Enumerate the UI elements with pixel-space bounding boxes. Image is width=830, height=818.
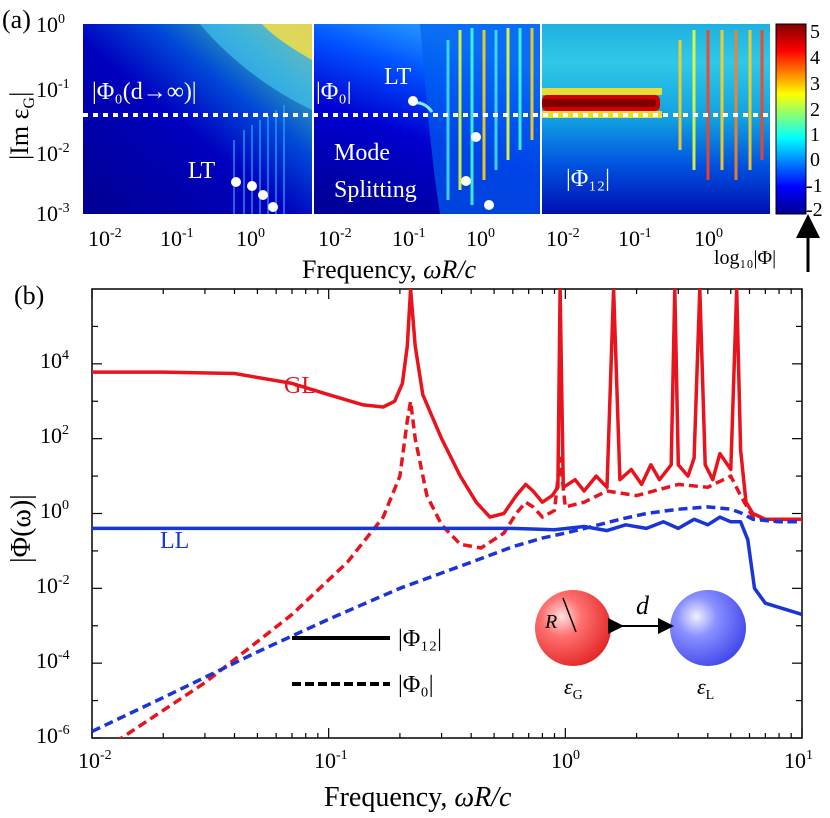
panel-a-ylabel: |Im εG| <box>5 92 38 160</box>
plot-area <box>91 288 803 739</box>
x-tick-label-m1: 10-1 <box>314 748 348 773</box>
sphere-gain <box>535 590 611 666</box>
sphere-loss <box>670 590 746 666</box>
annotation-mode: Mode <box>334 140 390 166</box>
svg-text:100: 100 <box>236 226 265 251</box>
annotation-lt-2: LT <box>384 64 411 90</box>
eps-g-label: εG <box>564 674 583 703</box>
svg-text:10-2: 10-2 <box>318 226 352 251</box>
series-GL_solid <box>92 289 802 522</box>
svg-text:100: 100 <box>466 226 495 251</box>
svg-text:-1: -1 <box>806 175 823 197</box>
x-tick-label-1: 101 <box>784 748 813 773</box>
x-tick-label-0: 100 <box>551 748 580 773</box>
legend-dashed-label: |Φ₀| <box>398 672 434 698</box>
panel-a-label: (a) <box>2 5 31 34</box>
series-group <box>92 289 802 738</box>
y-tick-a-0: 100 <box>36 12 65 37</box>
legend-solid-label: |Φ₁₂| <box>398 626 442 652</box>
panel-a-y-axis: 100 10-1 10-2 10-3 <box>36 12 70 226</box>
inset-spheres: R d εG εL <box>535 590 746 703</box>
y-tick-label-4: 104 <box>40 348 69 373</box>
panel-a-x-axis: 10-2 10-1 100 10-2 10-1 100 10-2 10-1 10… <box>88 226 723 251</box>
heatmap-phi12 <box>542 24 770 214</box>
svg-text:10-1: 10-1 <box>392 226 426 251</box>
y-tick-a-3: 10-3 <box>36 201 70 226</box>
svg-text:10-2: 10-2 <box>546 226 580 251</box>
panel-b-xlabel: Frequency, ωR/c <box>324 782 512 813</box>
panel-b-label: (b) <box>14 281 44 310</box>
curve-label-gl: GL <box>284 373 316 399</box>
radius-line <box>562 597 577 633</box>
heatmap-phi0 <box>314 24 540 214</box>
y-tick-a-1: 10-1 <box>36 77 70 102</box>
subplot-label-phi12: |Φ₁₂| <box>566 166 610 192</box>
y-tick-label-2: 102 <box>40 423 69 448</box>
svg-text:10-1: 10-1 <box>160 226 194 251</box>
svg-text:10-2: 10-2 <box>88 226 122 251</box>
svg-text:2: 2 <box>810 99 820 121</box>
y-tick-label-m6: 10-6 <box>36 723 70 748</box>
x-tick-label-m2: 10-2 <box>78 748 112 773</box>
panel-b-x-tick-labels: 10-2 10-1 100 101 <box>78 748 813 773</box>
series-LL_solid <box>92 515 802 617</box>
distance-label: d <box>636 591 650 620</box>
svg-text:0: 0 <box>810 149 820 171</box>
svg-text:5: 5 <box>810 21 820 43</box>
y-tick-label-m2: 10-2 <box>36 573 70 598</box>
y-tick-label-m4: 10-4 <box>36 648 70 673</box>
series-GL_dashed <box>118 399 802 738</box>
resonance-dots <box>231 96 494 212</box>
svg-text:3: 3 <box>810 73 820 95</box>
colorbar-label: log₁₀|Φ| <box>714 247 776 269</box>
svg-text:100: 100 <box>694 226 723 251</box>
series-LL_dashed <box>92 505 802 733</box>
svg-text:-2: -2 <box>806 199 823 221</box>
y-tick-marks <box>92 325 802 739</box>
legend: |Φ₁₂| |Φ₀| <box>292 626 442 698</box>
y-tick-a-2: 10-2 <box>36 141 70 166</box>
y-tick-label-0: 100 <box>40 498 69 523</box>
radius-label: R <box>544 611 557 633</box>
svg-text:1: 1 <box>810 124 820 146</box>
eps-l-label: εL <box>697 674 714 703</box>
curve-label-ll: LL <box>160 528 189 554</box>
x-tick-marks <box>91 289 803 738</box>
svg-text:4: 4 <box>810 47 820 69</box>
panel-b-y-tick-labels: 104 102 100 10-2 10-4 10-6 <box>36 348 70 748</box>
annotation-splitting: Splitting <box>334 177 417 203</box>
panel-b-ylabel: |Φ(ω)| <box>6 494 37 563</box>
colorbar: 5 4 3 2 1 0 -1 -2 log₁₀|Φ| <box>714 21 823 272</box>
heatmap-phi0-infinity <box>83 24 312 214</box>
subplot-label-phi0-infinity: |Φ₀(d→∞)| <box>92 79 197 105</box>
svg-text:10-1: 10-1 <box>618 226 652 251</box>
subplot-label-phi0: |Φ₀| <box>316 79 352 105</box>
panel-a-xlabel: Frequency, ωR/c <box>302 255 477 284</box>
annotation-lt-1: LT <box>188 158 215 184</box>
